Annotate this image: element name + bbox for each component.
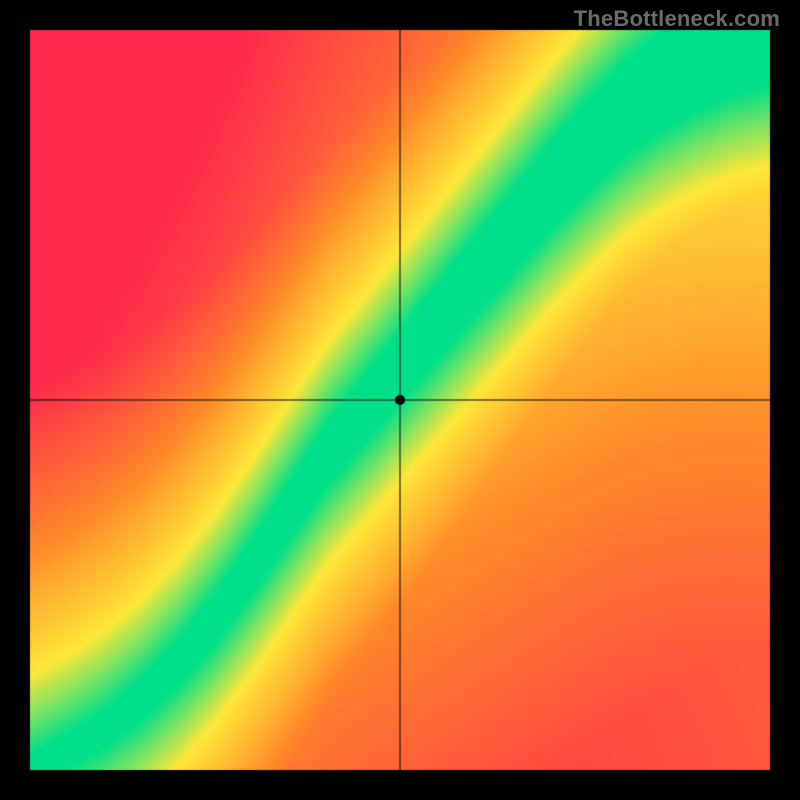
watermark-text: TheBottleneck.com xyxy=(574,6,780,32)
chart-container: TheBottleneck.com xyxy=(0,0,800,800)
heatmap-canvas xyxy=(0,0,800,800)
